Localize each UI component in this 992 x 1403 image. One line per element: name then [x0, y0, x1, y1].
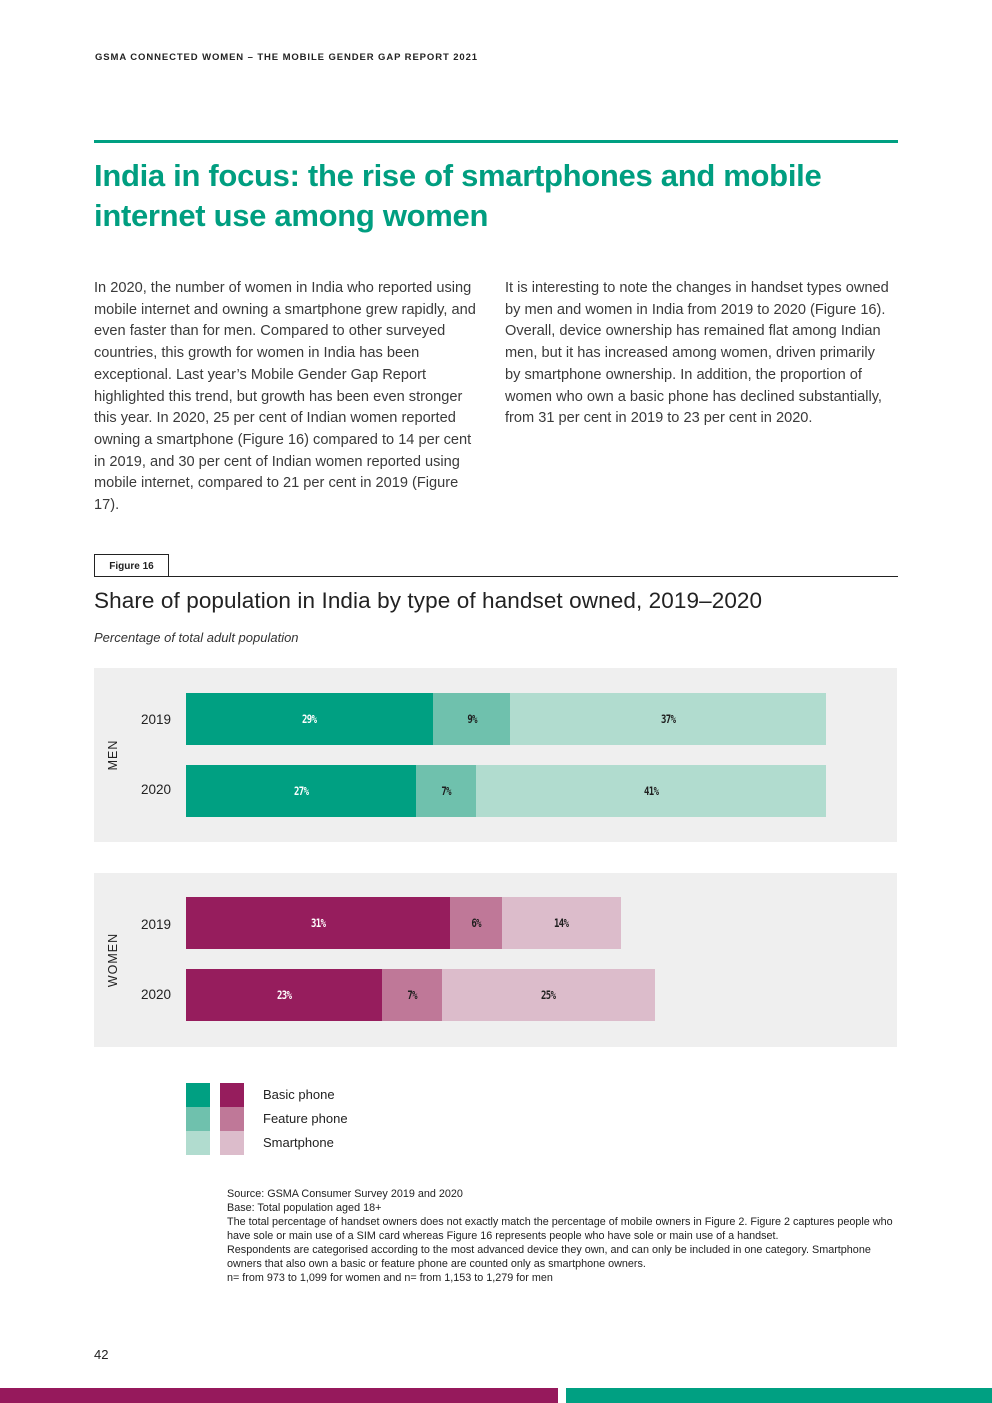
chart-panel-men: MEN 2019 2020 29% 9% 37% 27% 7% 41% — [94, 668, 897, 842]
body-paragraph-left: In 2020, the number of women in India wh… — [94, 280, 476, 514]
data-label: 25% — [541, 988, 556, 1002]
legend-swatch-men — [186, 1131, 210, 1155]
data-label: 23% — [276, 988, 292, 1002]
legend-swatch-women — [220, 1083, 244, 1107]
legend-label: Feature phone — [263, 1111, 348, 1126]
body-paragraph-right: It is interesting to note the changes in… — [505, 280, 889, 427]
running-head: GSMA CONNECTED WOMEN – THE MOBILE GENDER… — [95, 52, 478, 63]
data-label: 9% — [466, 712, 477, 726]
sample-size-line: n= from 973 to 1,099 for women and n= fr… — [227, 1272, 553, 1284]
bar-segment-smartphone: 41% — [476, 765, 826, 817]
group-label-men: MEN — [106, 739, 120, 771]
source-line: Source: GSMA Consumer Survey 2019 and 20… — [227, 1188, 463, 1200]
figure-subtitle: Percentage of total adult population — [94, 630, 299, 645]
base-line: Base: Total population aged 18+ — [227, 1202, 382, 1214]
bar-men-2019: 29% 9% 37% — [186, 693, 826, 745]
title-rule — [94, 140, 898, 143]
group-label-women: WOMEN — [106, 932, 120, 988]
legend-swatch-men — [186, 1083, 210, 1107]
bar-women-2020: 23% 7% 25% — [186, 969, 656, 1021]
bar-men-2020: 27% 7% 41% — [186, 765, 826, 817]
chart-panel-women: WOMEN 2019 2020 31% 6% 14% 23% 7% 25% — [94, 873, 897, 1047]
bar-segment-feature-phone: 7% — [382, 969, 442, 1021]
data-label: 29% — [302, 712, 318, 726]
legend-swatch-men — [186, 1107, 210, 1131]
legend-label: Basic phone — [263, 1087, 335, 1102]
year-label: 2019 — [141, 712, 172, 727]
bar-segment-feature-phone: 9% — [433, 693, 511, 745]
bar-segment-feature-phone: 7% — [416, 765, 476, 817]
data-label: 27% — [293, 784, 309, 798]
data-label: 14% — [554, 916, 569, 930]
page-number: 42 — [94, 1347, 109, 1362]
data-label: 7% — [441, 784, 451, 798]
bar-segment-smartphone: 37% — [510, 693, 826, 745]
figure-title: Share of population in India by type of … — [94, 588, 763, 613]
data-label: 41% — [643, 784, 659, 798]
legend-swatch-women — [220, 1107, 244, 1131]
figure-tag: Figure 16 — [94, 554, 169, 576]
legend-label: Smartphone — [263, 1135, 334, 1150]
bar-women-2019: 31% 6% 14% — [186, 897, 621, 949]
bar-segment-basic-phone: 23% — [186, 969, 383, 1021]
year-label: 2020 — [141, 987, 172, 1002]
footer-bar-magenta — [0, 1388, 558, 1403]
bar-segment-smartphone: 14% — [501, 897, 621, 949]
data-label: 37% — [660, 712, 676, 726]
bar-segment-smartphone: 25% — [441, 969, 656, 1021]
bar-segment-feature-phone: 6% — [450, 897, 502, 949]
figure-rule — [94, 576, 898, 577]
data-label: 6% — [471, 916, 481, 930]
bar-segment-basic-phone: 31% — [186, 897, 451, 949]
legend-swatch-women — [220, 1131, 244, 1155]
note-line: Respondents are categorised according to… — [227, 1244, 871, 1270]
footer-bar-green — [566, 1388, 992, 1403]
bar-segment-basic-phone: 27% — [186, 765, 417, 817]
data-label: 31% — [311, 916, 326, 930]
data-label: 7% — [407, 988, 417, 1002]
note-line: The total percentage of handset owners d… — [227, 1216, 893, 1242]
year-label: 2020 — [141, 782, 172, 797]
section-title: India in focus: the rise of smartphones … — [94, 158, 822, 233]
year-label: 2019 — [141, 917, 172, 932]
bar-segment-basic-phone: 29% — [186, 693, 434, 745]
source-notes: Source: GSMA Consumer Survey 2019 and 20… — [227, 1187, 897, 1285]
